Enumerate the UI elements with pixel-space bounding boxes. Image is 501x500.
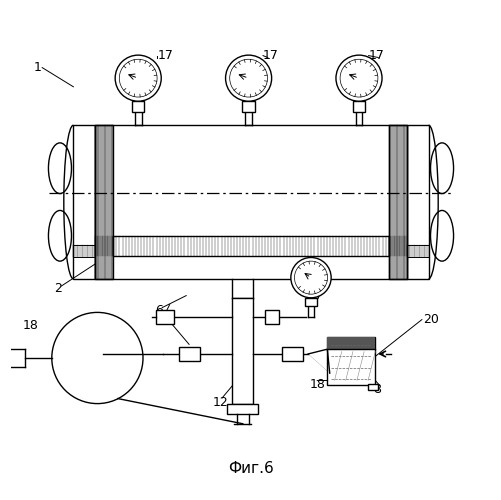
Text: 17: 17: [307, 289, 323, 302]
Bar: [95, 125, 406, 279]
Bar: [73, 246, 95, 258]
Text: 1: 1: [34, 61, 42, 74]
Circle shape: [225, 55, 271, 101]
Text: 12: 12: [212, 396, 228, 409]
Text: 17: 17: [157, 49, 173, 62]
Text: 20: 20: [422, 313, 438, 326]
Bar: [406, 125, 428, 279]
Circle shape: [294, 261, 327, 294]
Ellipse shape: [48, 210, 71, 261]
Circle shape: [340, 60, 377, 97]
Circle shape: [290, 258, 331, 298]
Text: 6: 6: [155, 304, 162, 316]
Bar: [156, 310, 173, 324]
Text: 19: 19: [156, 310, 172, 322]
Text: 17: 17: [263, 49, 279, 62]
Ellipse shape: [430, 210, 453, 261]
Ellipse shape: [48, 143, 71, 194]
Text: Фиг.6: Фиг.6: [227, 461, 274, 476]
Bar: [367, 384, 377, 390]
Text: 18: 18: [23, 319, 38, 332]
Bar: [227, 404, 258, 414]
Text: 8: 8: [373, 382, 381, 396]
Bar: [132, 101, 144, 112]
Text: 2: 2: [54, 282, 62, 295]
Circle shape: [229, 60, 267, 97]
Bar: [305, 298, 316, 306]
Bar: [282, 347, 303, 360]
Bar: [352, 101, 365, 112]
Text: 17: 17: [368, 49, 384, 62]
Circle shape: [115, 55, 161, 101]
Bar: [178, 347, 199, 360]
Ellipse shape: [430, 143, 453, 194]
Bar: [242, 101, 255, 112]
Circle shape: [335, 55, 381, 101]
Bar: [265, 310, 278, 324]
Bar: [406, 246, 428, 258]
Text: 18: 18: [309, 378, 325, 391]
Bar: [113, 236, 388, 256]
Bar: [327, 337, 375, 349]
Text: 16: 16: [69, 380, 84, 394]
Bar: [232, 298, 253, 404]
Circle shape: [52, 312, 143, 404]
Bar: [95, 125, 113, 279]
Bar: [73, 125, 95, 279]
Bar: [327, 337, 375, 385]
Circle shape: [119, 60, 157, 97]
Bar: [388, 125, 406, 279]
